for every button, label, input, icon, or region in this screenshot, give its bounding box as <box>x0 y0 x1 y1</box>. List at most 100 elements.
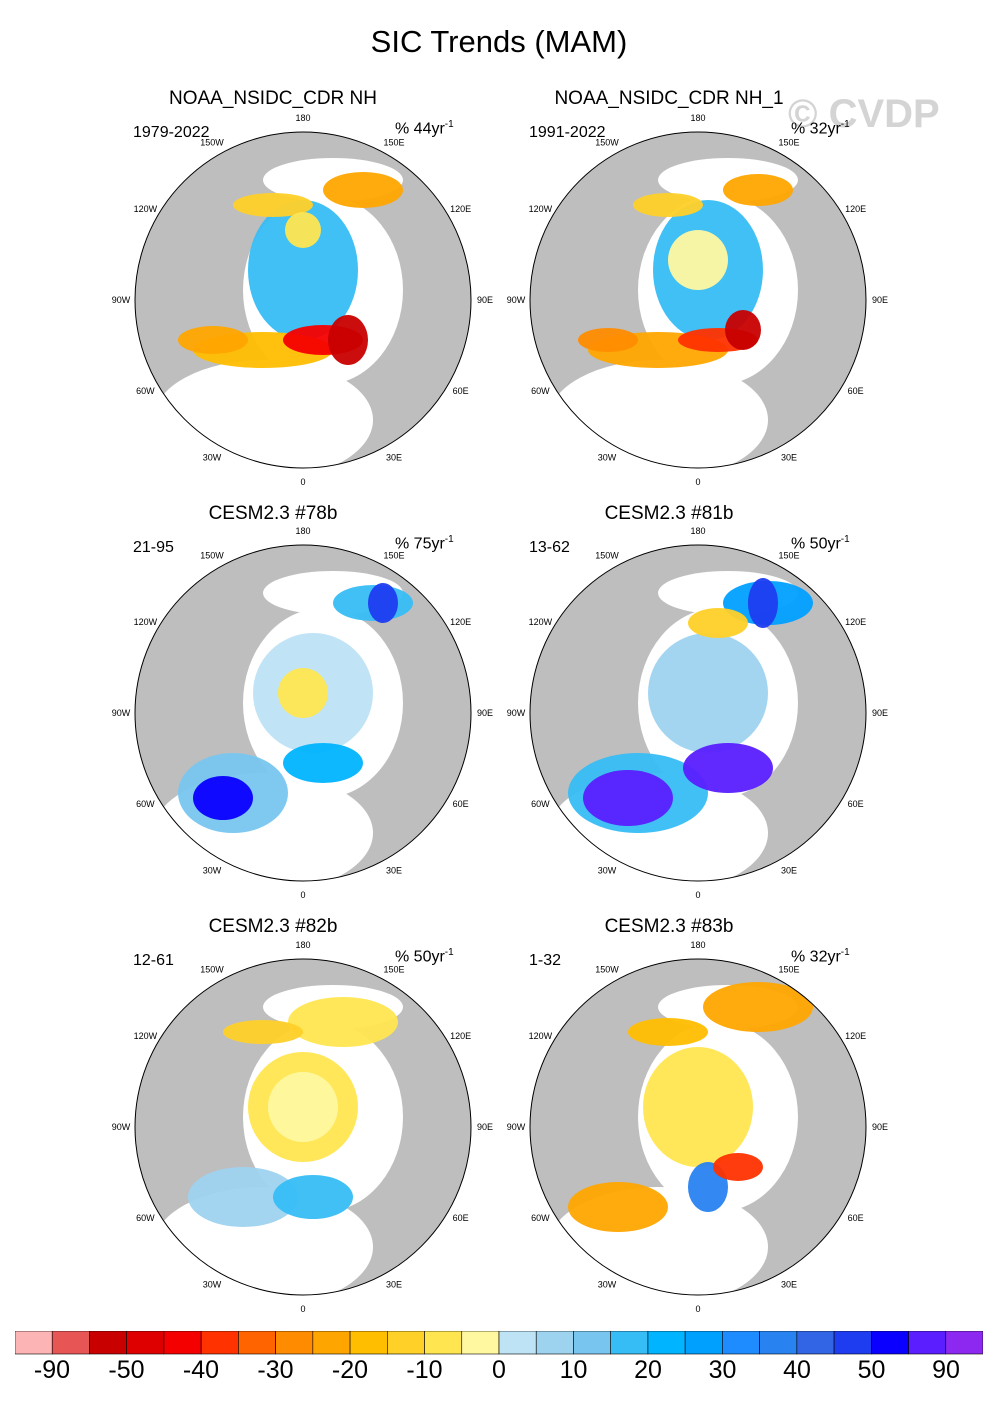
meridian-label: 150E <box>383 550 404 560</box>
meridian-label: 180 <box>690 940 705 950</box>
meridian-label: 60E <box>848 799 864 809</box>
colorbar-swatch <box>51 1331 90 1355</box>
map-panel-2: NOAA_NSIDC_CDR NH_1 1991-2022 % 32yr-1 <box>529 88 929 488</box>
colorbar-tick-label: 30 <box>708 1356 737 1384</box>
meridian-label: 60W <box>136 1213 155 1223</box>
sea-ice-trend-area <box>323 172 403 208</box>
sea-ice-trend-area <box>723 174 793 206</box>
colorbar-swatch <box>908 1331 947 1355</box>
meridian-label: 60W <box>531 386 550 396</box>
panel-units: % 75yr-1 <box>395 534 454 553</box>
meridian-label: 120W <box>134 204 158 214</box>
meridian-label: 30E <box>781 1280 797 1290</box>
sea-ice-trend-area <box>368 583 398 623</box>
colorbar-tick-label: 90 <box>932 1356 960 1384</box>
meridian-label: 150W <box>595 964 619 974</box>
panel-title: CESM2.3 #82b <box>208 916 338 937</box>
sea-ice-trend-area <box>248 200 358 340</box>
colorbar-tick-label: 0 <box>492 1356 506 1384</box>
colorbar-tick-label: 20 <box>634 1356 662 1384</box>
sea-ice-trend-area <box>178 326 248 354</box>
colorbar-swatch <box>200 1331 239 1355</box>
colorbar-tick-label: 10 <box>559 1356 588 1384</box>
polar-map: 180 150E 120E 90E 60E 30E 0 30W 60W 90W 120W 150W <box>507 940 888 1314</box>
panel-period: 1-32 <box>529 952 562 969</box>
sea-ice-trend-area <box>713 1153 763 1181</box>
meridian-label: 0 <box>695 1304 700 1314</box>
polar-map: 180 150E 120E 90E 60E 30E 0 30W 60W 90W 120W 150W <box>112 526 493 900</box>
colorbar-tick-label: -20 <box>331 1356 369 1384</box>
sea-ice-trend-area <box>273 1175 353 1219</box>
meridian-label: 30W <box>598 1280 617 1290</box>
panel-period: 21-95 <box>133 539 174 556</box>
sea-ice-trend-area <box>648 633 768 753</box>
meridian-label: 90W <box>507 1122 526 1132</box>
panel-units: % 50yr-1 <box>791 534 850 553</box>
polar-map: 180 150E 120E 90E 60E 30E 0 30W 60W 90W 120W 150W <box>112 940 493 1314</box>
meridian-label: 0 <box>300 1304 305 1314</box>
colorbar-tick-label: -50 <box>108 1356 145 1384</box>
meridian-label: 0 <box>695 890 700 900</box>
figure-title: SIC Trends (MAM) <box>370 24 628 59</box>
meridian-label: 150W <box>595 137 619 147</box>
meridian-label: 120E <box>450 204 471 214</box>
panel-period: 12-61 <box>133 952 174 969</box>
sea-ice-trend-area <box>188 1167 298 1227</box>
meridian-label: 180 <box>690 526 705 536</box>
meridian-label: 180 <box>295 940 310 950</box>
sea-ice-trend-area <box>568 1182 668 1232</box>
meridian-label: 120E <box>845 617 866 627</box>
meridian-label: 30E <box>781 453 797 463</box>
sea-ice-trend-area <box>688 608 748 638</box>
colorbar-swatch <box>722 1331 760 1355</box>
colorbar-swatch <box>238 1331 276 1355</box>
meridian-label: 30W <box>203 866 222 876</box>
map-boundary <box>134 131 472 469</box>
panel-title: CESM2.3 #83b <box>604 916 734 937</box>
colorbar-tick-label: -40 <box>182 1356 220 1384</box>
meridian-label: 60W <box>531 1213 550 1223</box>
map-panel-6: CESM2.3 #83b 1-32 % 32yr-1 <box>529 916 929 1316</box>
meridian-label: 90E <box>872 708 888 718</box>
colorbar-swatch <box>163 1331 202 1355</box>
colorbar-swatch <box>312 1331 351 1355</box>
meridian-label: 0 <box>300 477 305 487</box>
meridian-label: 90E <box>477 708 493 718</box>
map-panel-1: NOAA_NSIDC_CDR NH 1979-2022 % 44yr-1 <box>133 88 533 488</box>
sea-ice-trend-area <box>578 328 638 352</box>
sea-ice-trend-area <box>233 193 313 217</box>
meridian-label: 150W <box>200 137 224 147</box>
polar-map: 180 150E 120E 90E 60E 30E 0 30W 60W 90W 120W 150W <box>112 113 493 487</box>
meridian-label: 30W <box>203 453 222 463</box>
sea-ice-trend-area <box>223 1020 303 1044</box>
meridian-label: 120W <box>134 617 158 627</box>
colorbar-swatch <box>126 1331 165 1355</box>
panel-title: CESM2.3 #78b <box>208 503 338 524</box>
sea-ice-trend-area <box>703 982 813 1032</box>
sea-ice-trend-area <box>283 743 363 783</box>
colorbar-swatch <box>15 1331 53 1355</box>
meridian-label: 150E <box>778 137 799 147</box>
meridian-label: 90W <box>112 708 131 718</box>
watermark: © CVDP <box>788 92 940 136</box>
panel-title: NOAA_NSIDC_CDR NH <box>169 88 377 109</box>
colorbar-tick-label: -10 <box>406 1356 443 1384</box>
meridian-label: 120W <box>529 1031 553 1041</box>
colorbar-swatch <box>647 1331 686 1355</box>
panel-period: 13-62 <box>529 539 570 556</box>
meridian-label: 120W <box>529 204 553 214</box>
meridian-label: 60E <box>453 799 469 809</box>
meridian-label: 150E <box>383 964 404 974</box>
colorbar <box>15 1331 983 1355</box>
sea-ice-trend-area <box>288 997 398 1047</box>
meridian-label: 90W <box>112 295 131 305</box>
meridian-label: 120W <box>529 617 553 627</box>
colorbar-swatch <box>871 1331 909 1355</box>
meridian-label: 60W <box>136 799 155 809</box>
meridian-label: 90E <box>477 295 493 305</box>
meridian-label: 120W <box>134 1031 158 1041</box>
sea-ice-trend-area <box>683 743 773 793</box>
meridian-label: 90W <box>112 1122 131 1132</box>
meridian-label: 150W <box>595 550 619 560</box>
meridian-label: 150E <box>383 137 404 147</box>
